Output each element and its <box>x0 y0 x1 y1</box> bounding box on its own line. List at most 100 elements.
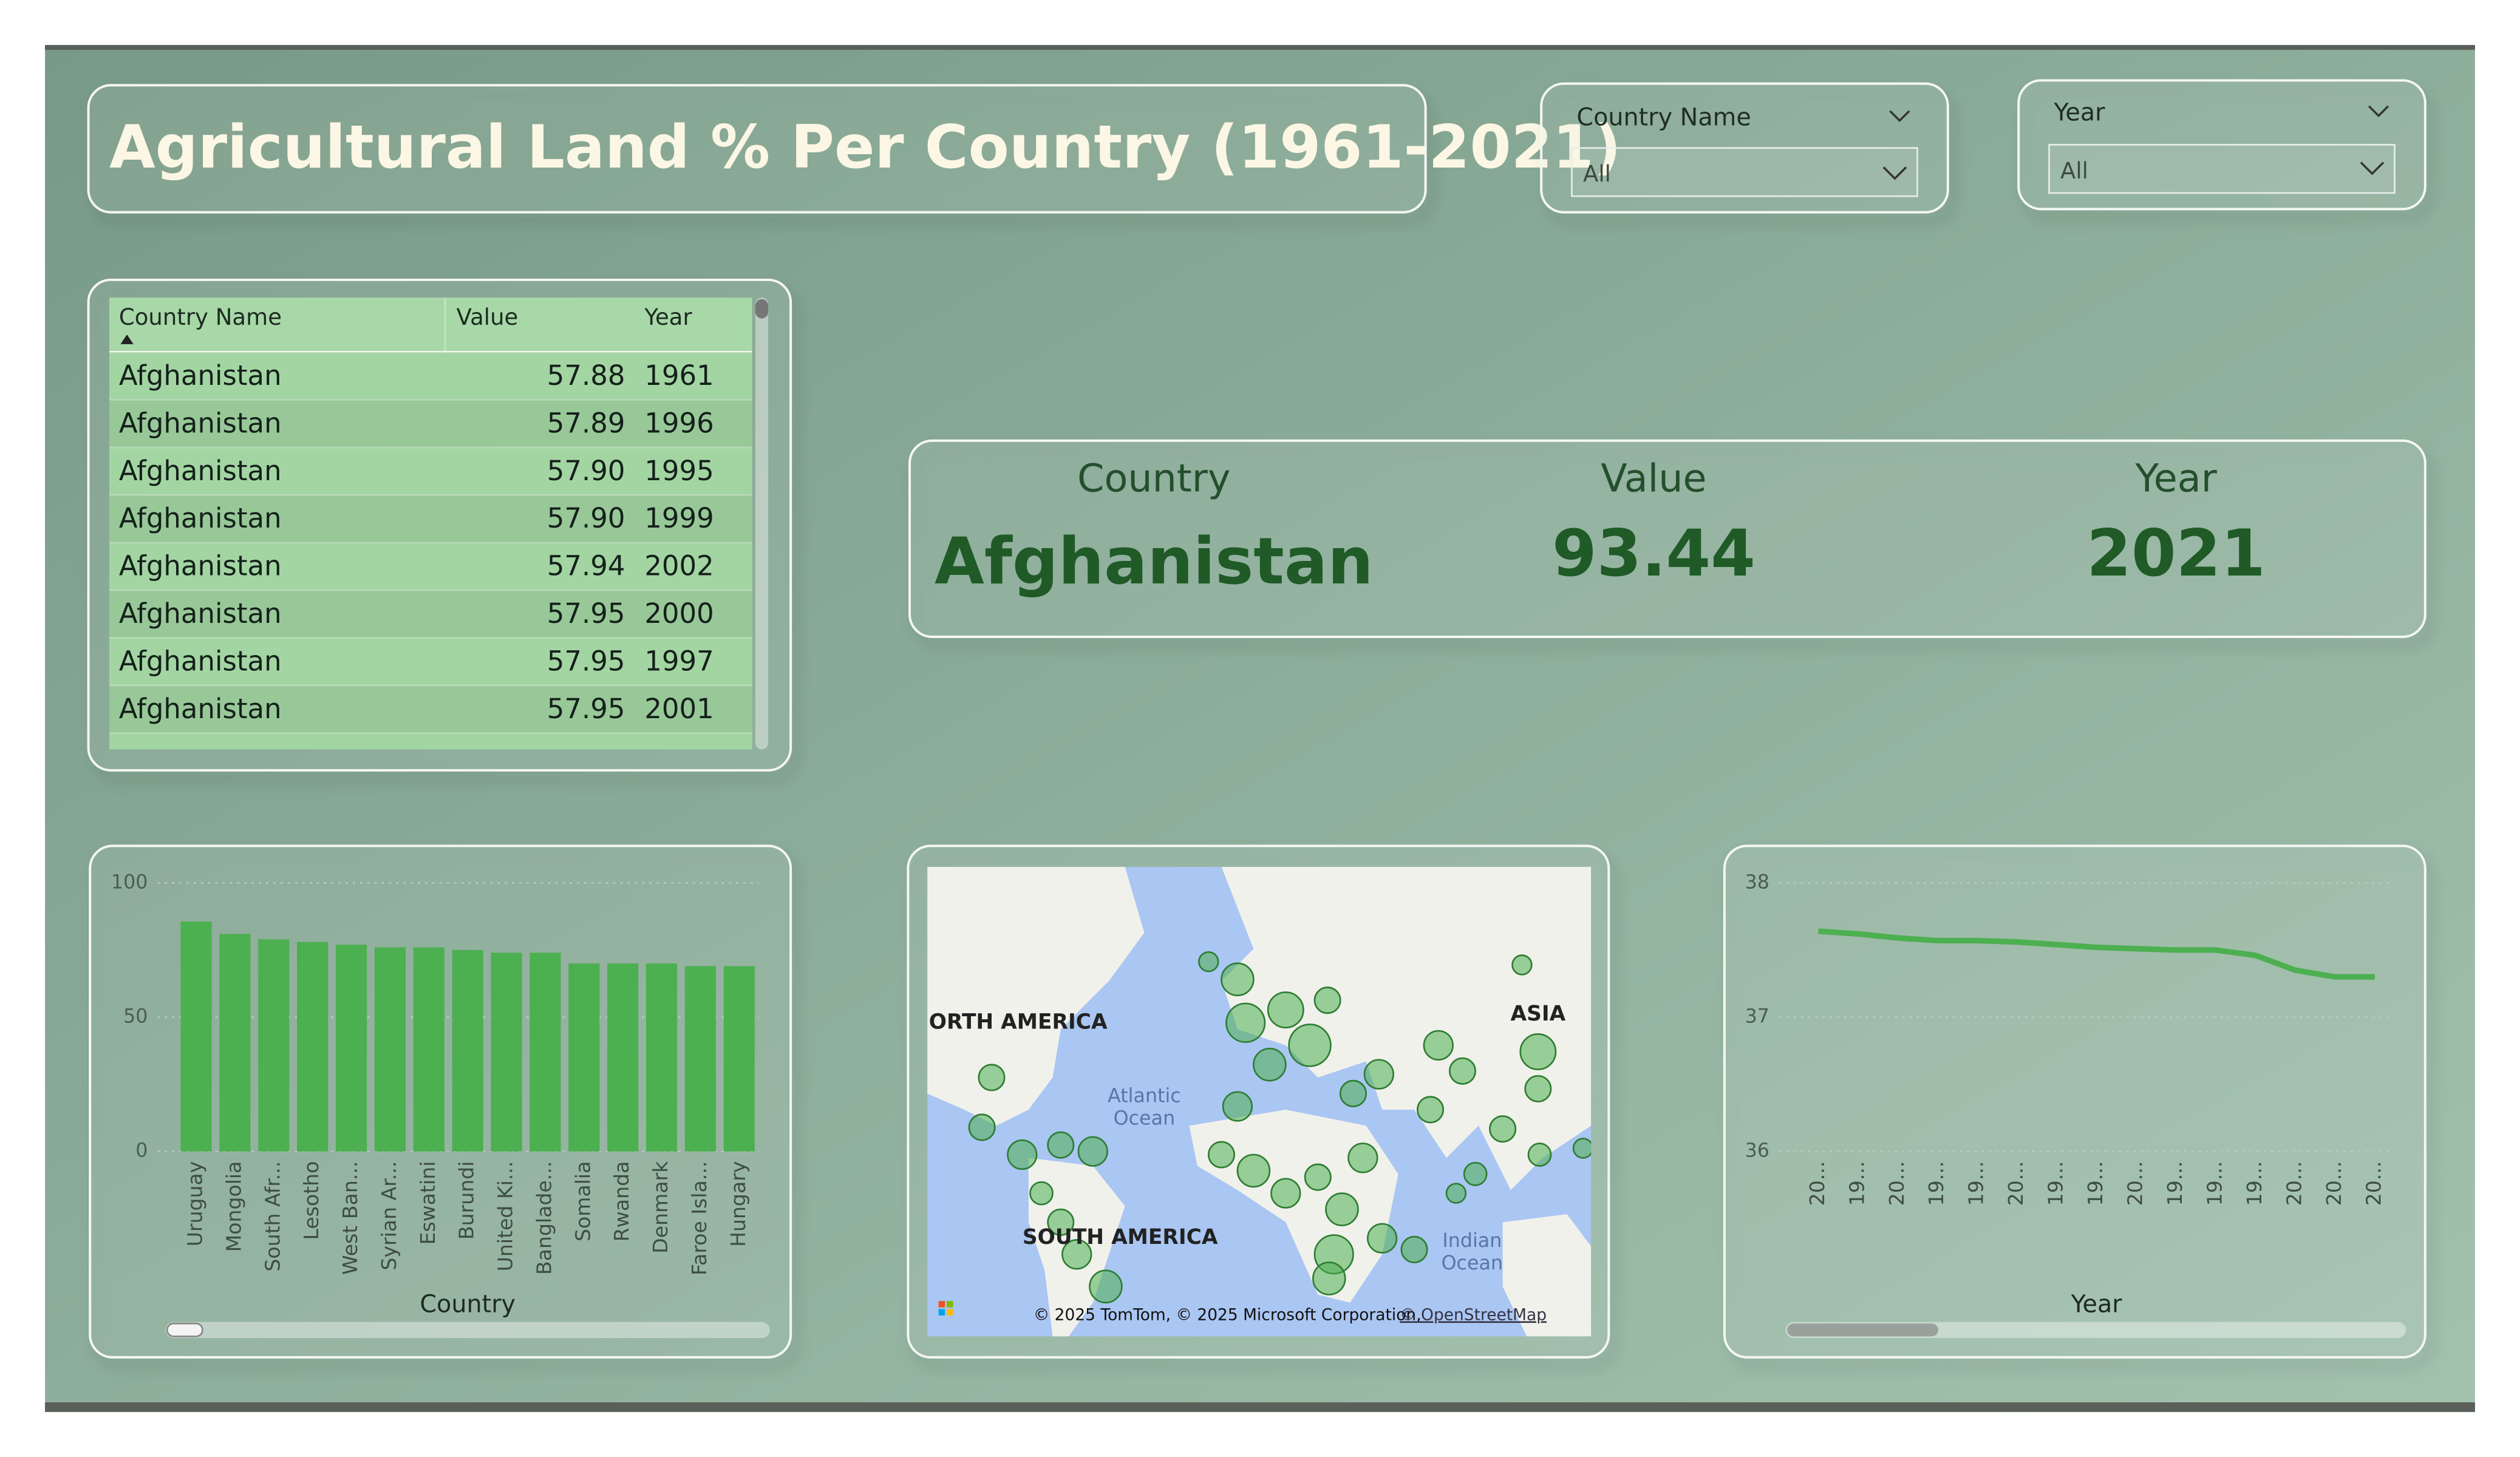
map-bubble <box>1236 1153 1271 1188</box>
table-cell: 1961 <box>644 359 713 392</box>
slicer[interactable]: Country Name All <box>1540 82 1949 214</box>
map-bubble <box>978 1064 1006 1092</box>
map-bubble <box>1340 1079 1367 1107</box>
slicer[interactable]: Year All <box>2017 79 2426 211</box>
map-bubble <box>1061 1239 1092 1270</box>
ms-logo <box>938 1301 945 1308</box>
x-tick-label: 19... <box>2044 1161 2068 1206</box>
x-tick-label: Rwanda <box>610 1161 633 1242</box>
x-tick-label: 19... <box>1964 1161 1988 1206</box>
chevron <box>1889 110 1910 123</box>
dropdown-value: All <box>1583 161 1611 187</box>
table-cell: 1996 <box>644 407 713 439</box>
dropdown[interactable] <box>2048 144 2396 194</box>
column-header: Year <box>644 304 692 330</box>
x-tick-label: 20... <box>2282 1161 2306 1206</box>
card-value: 93.44 <box>1552 516 1755 591</box>
table-cell: 57.94 <box>547 550 625 582</box>
x-tick-label: Banglade... <box>532 1161 556 1275</box>
table-row <box>109 399 752 447</box>
table-cell: Afghanistan <box>119 407 282 439</box>
y-tick-label: 36 <box>1745 1140 1769 1162</box>
table-cell: 2001 <box>644 693 713 725</box>
x-tick-label: 20... <box>2362 1161 2385 1206</box>
y-tick-label: 100 <box>111 871 148 893</box>
map-bubble <box>1288 1024 1332 1067</box>
scrollbar-thumb[interactable] <box>166 1322 203 1337</box>
table-row <box>109 352 752 400</box>
x-tick-label: South Afr... <box>261 1161 284 1272</box>
scrollbar-track[interactable] <box>1785 1322 2406 1338</box>
table-cell: 57.89 <box>547 407 625 439</box>
map-bubble <box>968 1113 996 1141</box>
scrollbar-thumb[interactable] <box>755 299 769 319</box>
card-label: Country <box>1077 456 1230 501</box>
map-bubble <box>1313 987 1341 1014</box>
table-cell: Afghanistan <box>119 502 282 534</box>
table-cell: 1997 <box>644 645 713 677</box>
y-tick-label: 50 <box>123 1005 148 1027</box>
map-bubble <box>1527 1143 1552 1167</box>
bar <box>684 966 716 1152</box>
table-row <box>109 733 752 750</box>
scrollbar-thumb[interactable] <box>1787 1323 1938 1337</box>
chevron <box>2368 105 2389 118</box>
slicer-label: Year <box>2053 99 2105 127</box>
bar <box>219 934 251 1152</box>
map-bubble <box>1007 1139 1038 1170</box>
x-tick-label: 19... <box>2083 1161 2107 1206</box>
column-header: Country Name <box>119 304 282 330</box>
map-attribution: © 2025 TomTom, © 2025 Microsoft Corporat… <box>1034 1305 1422 1324</box>
map-bubble <box>1225 1002 1266 1043</box>
map-label: SOUTH AMERICA <box>1023 1225 1218 1249</box>
x-tick-label: 20... <box>1805 1161 1829 1206</box>
dropdown[interactable] <box>1571 147 1918 197</box>
card-label: Year <box>2134 456 2217 501</box>
x-tick-label: Hungary <box>726 1161 750 1247</box>
map-bubble <box>1417 1096 1445 1124</box>
map-bubble <box>1347 1143 1378 1173</box>
x-tick-label: Somalia <box>571 1161 594 1241</box>
map-bubble <box>1519 1033 1557 1070</box>
bottom-border <box>45 1402 2475 1412</box>
scrollbar-track[interactable] <box>755 297 769 750</box>
line-chart: 36 37 38 20... 19... 20... 19... 19... 20... 19..… <box>1745 871 2395 1319</box>
y-tick-label: 38 <box>1745 871 1769 893</box>
table-cell: Afghanistan <box>119 645 282 677</box>
x-tick-label: Faroe Isla... <box>687 1161 711 1275</box>
title: Agricultural Land % Per Country (1961-20… <box>109 113 1621 182</box>
land <box>1502 1214 1592 1337</box>
bar-chart: 0 50 100 Uruguay Mongolia South Afr... Lesotho… <box>111 871 759 1319</box>
x-tick-label: 20... <box>2123 1161 2147 1206</box>
sort-indicator <box>120 334 134 344</box>
bar <box>180 922 212 1152</box>
map-bubble <box>1489 1115 1517 1143</box>
x-tick-label: 19... <box>2163 1161 2187 1206</box>
table-cell: 1999 <box>644 502 713 534</box>
x-tick-label: 19... <box>1845 1161 1868 1206</box>
map-attribution-link[interactable]: © OpenStreetMap <box>1400 1305 1547 1324</box>
map-bubble <box>1367 1223 1398 1254</box>
x-tick-label: Denmark <box>649 1161 672 1254</box>
map-label: Ocean <box>1442 1252 1503 1274</box>
chevron <box>1882 166 1907 180</box>
scrollbar-track[interactable] <box>165 1322 770 1338</box>
table-cell: Afghanistan <box>119 550 282 582</box>
map-bubble <box>1448 1057 1476 1085</box>
map-bubble <box>1207 1141 1235 1169</box>
x-tick-label: 19... <box>2202 1161 2226 1206</box>
x-tick-label: 20... <box>1885 1161 1909 1206</box>
map-bubble <box>1524 1075 1552 1102</box>
x-tick-label: Mongolia <box>222 1161 245 1252</box>
bar <box>568 963 600 1152</box>
bar <box>297 942 329 1152</box>
map <box>927 866 1592 1337</box>
table: Country Name Value Year Afghanistan 57.88 196… <box>109 297 752 750</box>
bar <box>723 966 755 1152</box>
map-bubble <box>1029 1181 1054 1206</box>
x-axis-label: Year <box>2071 1290 2123 1318</box>
y-tick-label: 0 <box>135 1140 148 1162</box>
x-tick-label: Eswatini <box>416 1161 440 1245</box>
bar <box>607 963 639 1152</box>
